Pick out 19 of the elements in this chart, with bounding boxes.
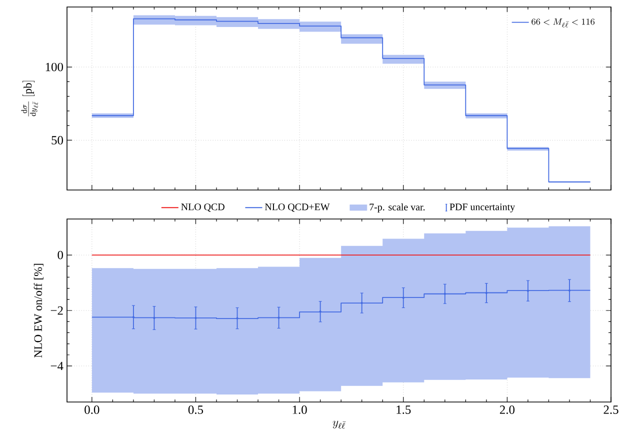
text: 7-p. scale var. (370, 203, 425, 212)
legend-label: PDF uncertainty (450, 204, 516, 212)
x-tick-label: 2.5 (604, 406, 618, 414)
x-tick-label: 1.5 (396, 406, 411, 414)
y-tick-label: 50 (52, 136, 64, 144)
y-tick-label: −4 (50, 362, 64, 370)
x-axis-title: $y_{\ell\bar{\ell}}$ (332, 420, 346, 429)
y-tick-label: −2 (50, 306, 63, 315)
legend-label: $66 < M_{\ell\bar{\ell}} < 116$ (532, 18, 595, 28)
x-tick-label: 0.0 (84, 406, 100, 414)
legend-label: NLO QCD+EW (264, 204, 330, 212)
y-axis-title: NLO EW on/off [%] (34, 264, 44, 358)
legend-label: NLO QCD (181, 204, 224, 212)
x-tick-label: 0.5 (188, 406, 204, 414)
y-tick-label: 0 (58, 250, 64, 260)
y-axis-title: $\frac{\mathrm{d}\sigma}{\mathrm{d}y_{\ell\bar{\ell}}}\ [\mathrm{pb}]$ (21, 80, 38, 116)
x-tick-label: 1.0 (292, 406, 307, 414)
y-tick-label: 100 (46, 62, 64, 72)
x-tick-label: 2.0 (500, 406, 514, 414)
